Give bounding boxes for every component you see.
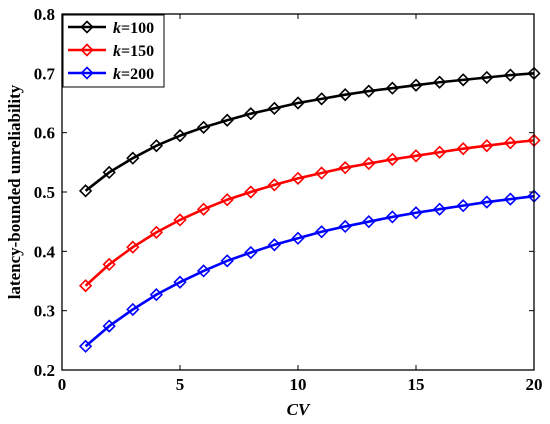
data-point — [149, 225, 164, 239]
x-tick-label: 10 — [290, 375, 307, 394]
data-point — [362, 84, 376, 98]
data-point — [503, 192, 518, 206]
legend-marker — [80, 66, 94, 80]
data-point — [432, 75, 447, 89]
data-point — [149, 288, 164, 302]
data-point — [220, 193, 234, 207]
data-point — [314, 166, 329, 180]
data-point — [291, 231, 305, 245]
data-point — [173, 275, 187, 289]
y-tick-label: 0.4 — [34, 242, 56, 261]
data-point — [126, 151, 140, 165]
data-point — [503, 136, 518, 150]
x-axis: 0 5 10 15 20 — [58, 14, 543, 394]
data-point — [409, 78, 423, 92]
data-point — [314, 225, 329, 239]
data-point — [338, 88, 352, 102]
data-point — [409, 206, 423, 220]
data-point — [480, 195, 494, 209]
data-point — [291, 96, 305, 110]
y-tick-label: 0.7 — [34, 64, 56, 83]
data-point — [102, 257, 116, 272]
data-point — [291, 171, 305, 185]
data-point — [385, 81, 400, 95]
legend-label-value: =100 — [121, 20, 154, 37]
legend-label-var: k — [113, 66, 121, 83]
data-point — [432, 145, 447, 159]
data-point — [220, 113, 234, 127]
data-point — [362, 215, 376, 229]
y-tick-label: 0.8 — [34, 5, 55, 24]
data-point — [78, 279, 93, 293]
data-point — [102, 165, 116, 180]
legend-label: k=100 — [113, 20, 154, 37]
data-point — [480, 139, 494, 153]
data-point — [267, 238, 282, 252]
data-point — [385, 210, 400, 224]
legend-label: k=150 — [113, 43, 154, 60]
legend-label-var: k — [113, 20, 121, 37]
data-point — [220, 254, 234, 268]
data-point — [126, 240, 140, 254]
legend-marker — [80, 20, 94, 34]
data-point — [196, 202, 211, 216]
y-axis-title: latency-bounded unreliability — [5, 84, 24, 299]
data-point — [385, 152, 400, 166]
data-point — [244, 107, 258, 121]
data-point — [314, 92, 329, 106]
series-2 — [78, 189, 541, 353]
legend-label-value: =150 — [121, 43, 154, 60]
y-tick-label: 0.2 — [34, 361, 55, 380]
data-point — [432, 202, 447, 216]
y-axis: 0.2 0.3 0.4 0.5 0.6 0.7 0.8 — [34, 5, 534, 380]
data-point — [196, 120, 211, 134]
x-tick-label: 5 — [176, 375, 185, 394]
data-point — [480, 70, 494, 85]
x-tick-label: 0 — [58, 375, 67, 394]
series-layer — [78, 66, 541, 353]
x-tick-label: 15 — [408, 375, 425, 394]
x-axis-title: CV — [287, 400, 311, 419]
data-point — [503, 68, 518, 82]
series-0 — [78, 66, 541, 198]
data-point — [149, 139, 164, 153]
y-tick-label: 0.6 — [34, 124, 55, 143]
data-point — [244, 245, 258, 260]
data-point — [196, 264, 211, 278]
data-point — [78, 184, 93, 198]
data-point — [173, 213, 187, 227]
legend-marker — [80, 43, 94, 57]
legend-label-var: k — [113, 43, 121, 60]
y-tick-label: 0.3 — [34, 302, 55, 321]
data-point — [456, 199, 470, 213]
legend-label: k=200 — [113, 66, 154, 83]
y-tick-label: 0.5 — [34, 183, 55, 202]
data-point — [78, 339, 93, 353]
data-point — [456, 73, 470, 87]
data-point — [338, 161, 352, 175]
x-tick-label: 20 — [526, 375, 543, 394]
data-point — [456, 142, 470, 156]
data-point — [173, 129, 187, 143]
data-point — [244, 185, 258, 199]
data-point — [362, 156, 376, 171]
legend-label-value: =200 — [121, 66, 154, 83]
data-point — [338, 219, 352, 234]
data-point — [267, 101, 282, 115]
series-1 — [78, 133, 541, 293]
data-point — [267, 178, 282, 192]
data-point — [102, 319, 116, 333]
data-point — [409, 149, 423, 163]
data-point — [126, 302, 140, 317]
